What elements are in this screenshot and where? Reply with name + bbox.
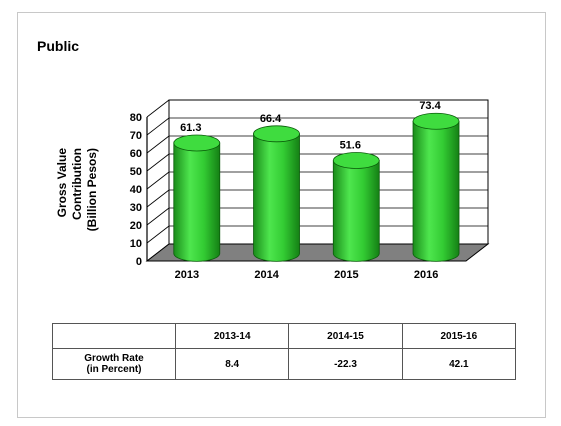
gridline-side (146, 117, 170, 136)
y-tick-label: 80 (130, 112, 142, 124)
x-tick-label: 2016 (414, 269, 438, 281)
table-header-cell: 2015-16 (401, 323, 517, 349)
bar-2015 (332, 160, 380, 262)
bar-top-2016 (412, 112, 460, 130)
bar-top-2013 (173, 134, 221, 152)
bar-top-2014 (253, 125, 300, 143)
table-header-cell (52, 323, 176, 349)
data-label: 61.3 (180, 122, 201, 134)
bar-2016 (412, 120, 460, 262)
table-cell: 42.1 (401, 348, 517, 380)
gridline-side (146, 99, 170, 118)
y-tick-label: 70 (130, 130, 142, 142)
gridline-side (146, 171, 170, 190)
y-tick-label: 20 (130, 220, 142, 232)
table-cell: -22.3 (288, 348, 403, 380)
data-label: 66.4 (260, 113, 282, 125)
y-tick-label: 30 (130, 202, 142, 214)
bar-top-2015 (332, 152, 380, 169)
gridline-side (146, 153, 170, 172)
data-label: 73.4 (419, 100, 441, 112)
table-header-cell: 2013-14 (174, 323, 290, 349)
row-label-cell: Growth Rate (in Percent) (52, 348, 176, 380)
gridline-side (146, 207, 170, 226)
bar-2014 (253, 133, 300, 262)
y-axis-label-line-3: (Billion Pesos) (85, 148, 99, 232)
table-header-cell: 2014-15 (288, 323, 403, 349)
x-tick-label: 2015 (334, 269, 358, 281)
y-axis-label-line-2: Contribution (70, 148, 84, 220)
y-tick-label: 60 (130, 148, 142, 160)
growth-rate-table: 2013-14 2014-15 2015-16 Growth Rate (in P… (52, 323, 517, 380)
y-tick-label: 40 (130, 184, 142, 196)
y-tick-label: 50 (130, 166, 142, 178)
x-tick-label: 2014 (254, 269, 279, 281)
x-tick-label: 2013 (175, 269, 199, 281)
y-axis-label-line-1: Gross Value (55, 148, 69, 218)
y-tick-label: 10 (130, 238, 142, 250)
bar-2013 (173, 142, 221, 262)
gridline-side (146, 135, 170, 154)
gridline-side (146, 189, 170, 208)
table-row: Growth Rate (in Percent) 8.4 -22.3 42.1 (52, 348, 517, 380)
table-cell: 8.4 (174, 348, 290, 380)
gridline-side (146, 225, 170, 244)
table-header-row: 2013-14 2014-15 2015-16 (52, 323, 517, 349)
y-tick-label: 0 (136, 256, 142, 268)
slide-title: Public (37, 38, 80, 54)
data-label: 51.6 (340, 139, 361, 151)
bar-chart: 0 10 20 30 40 50 60 70 80 61.3 2013 66.4 2014 51.6 201… (130, 99, 490, 281)
